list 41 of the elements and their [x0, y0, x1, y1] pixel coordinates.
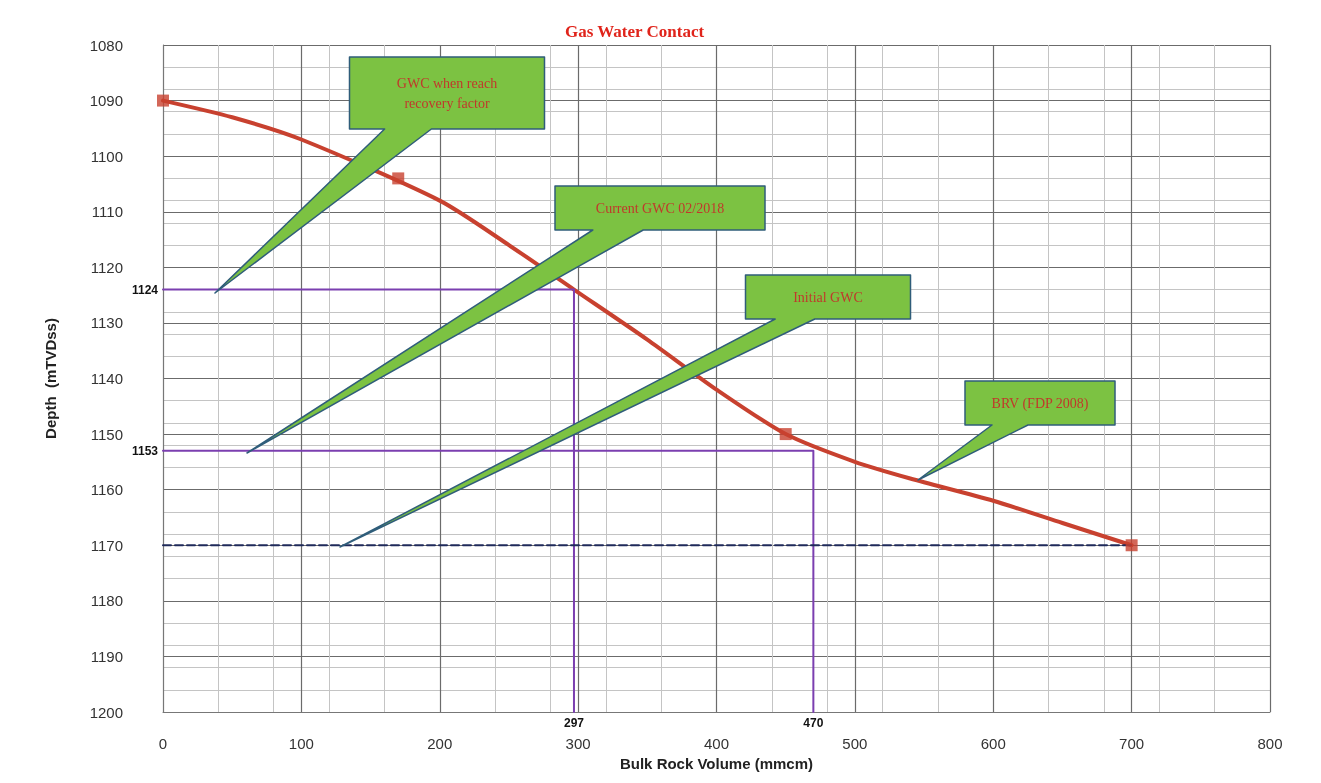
x-tick-label: 700	[1119, 735, 1145, 752]
y-tick-label: 1110	[91, 203, 123, 221]
x-tick-label: 400	[703, 735, 730, 752]
point	[1125, 539, 1138, 552]
x-tick-label: 500	[842, 735, 868, 752]
annotation: GWC when reach recovery factor	[396, 76, 498, 111]
annotation: BRV (FDP 2008)	[991, 396, 1089, 412]
y-tick-label: 1140	[90, 370, 123, 387]
y-tick-label: 1100	[90, 147, 123, 165]
y-tick-label: 1180	[90, 592, 123, 610]
point	[779, 428, 792, 441]
callout: Initial GWC	[339, 274, 912, 548]
x-tick-label: 800	[1257, 735, 1283, 752]
y-tick-label: 1130	[90, 314, 123, 332]
y-axis-title: Depth (mTVDss)	[42, 318, 59, 439]
y-tick-label: 1160	[90, 481, 123, 499]
point	[157, 94, 169, 107]
callout: BRV (FDP 2008)	[917, 380, 1116, 481]
y-tick-label: 1090	[89, 92, 123, 110]
y-tick-label: 1200	[89, 703, 123, 721]
annotation: 470	[803, 716, 824, 730]
x-tick-label: 100	[288, 735, 314, 752]
x-tick-label: 0	[158, 735, 168, 752]
annotation: 297	[563, 716, 585, 730]
y-tick-label: 1080	[89, 36, 123, 54]
annotation: Initial GWC	[793, 290, 863, 305]
y-tick-label: 1170	[90, 536, 123, 554]
callout: GWC when reach recovery factor	[214, 56, 546, 294]
y-tick-label: 1120	[90, 258, 123, 276]
x-tick-label: 600	[980, 735, 1006, 752]
chart-title: Gas Water Contact	[565, 22, 705, 41]
y-tick-label: 1150	[90, 425, 123, 443]
y-tick-label: 1190	[90, 647, 123, 665]
annotation: 1124	[131, 282, 159, 297]
x-tick-label: 200	[427, 735, 453, 752]
point	[392, 172, 405, 185]
x-tick-label: 300	[565, 735, 591, 752]
annotation: Current GWC 02/2018	[595, 201, 725, 216]
x-axis-title: Bulk Rock Volume (mmcm)	[619, 755, 814, 772]
callout: Current GWC 02/2018	[246, 185, 766, 454]
annotation: 1153	[131, 443, 159, 458]
